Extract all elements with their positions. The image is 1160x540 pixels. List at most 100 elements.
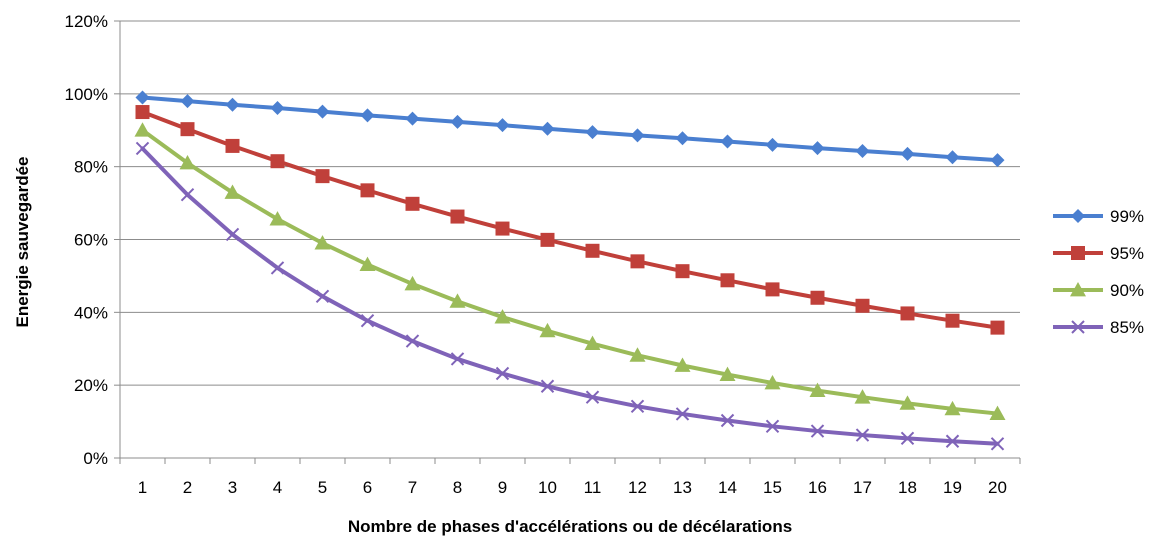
gridlines xyxy=(120,20,1020,386)
data-point xyxy=(944,400,961,416)
y-tick-label: 120% xyxy=(65,12,108,31)
data-point xyxy=(405,196,420,211)
data-point xyxy=(269,211,286,226)
data-point xyxy=(899,395,916,410)
data-point xyxy=(134,122,151,137)
legend-marker xyxy=(1070,282,1086,297)
data-point xyxy=(855,298,870,313)
data-point xyxy=(180,94,195,109)
data-point xyxy=(854,389,871,404)
x-tick-label: 14 xyxy=(718,478,737,497)
data-point xyxy=(945,313,960,328)
y-tick-label: 40% xyxy=(74,303,108,322)
y-tick-label: 60% xyxy=(74,231,108,250)
x-tick-label: 9 xyxy=(498,478,507,497)
data-point xyxy=(540,379,555,393)
x-tick-label: 1 xyxy=(138,478,147,497)
y-tick-label: 20% xyxy=(74,376,108,395)
data-point xyxy=(359,256,376,272)
data-point xyxy=(629,347,646,362)
data-point xyxy=(674,357,691,372)
legend-item: 90% xyxy=(1053,281,1144,300)
y-tick-labels: 0% 20% 40% 60% 80% 100% 120% xyxy=(65,12,108,468)
data-point xyxy=(405,334,420,348)
data-point xyxy=(225,97,240,112)
data-point xyxy=(675,264,690,279)
x-tick-label: 16 xyxy=(808,478,827,497)
legend-label: 90% xyxy=(1110,281,1144,300)
series-85-pct xyxy=(135,141,1005,451)
data-point xyxy=(585,390,600,404)
data-point xyxy=(180,188,195,202)
data-point xyxy=(270,261,285,275)
x-tick-label: 4 xyxy=(273,478,282,497)
data-point xyxy=(360,183,375,198)
legend-label: 99% xyxy=(1110,207,1144,226)
data-point xyxy=(720,413,735,428)
data-point xyxy=(495,118,510,133)
data-point xyxy=(135,105,150,120)
data-point xyxy=(180,122,195,137)
data-point xyxy=(810,290,825,305)
data-point xyxy=(989,405,1006,420)
x-tick-label: 10 xyxy=(538,478,557,497)
data-point xyxy=(855,428,870,442)
data-point xyxy=(855,144,870,159)
x-tick-label: 19 xyxy=(943,478,962,497)
data-point xyxy=(494,309,511,324)
x-tick-label: 7 xyxy=(408,478,417,497)
data-point xyxy=(945,150,960,165)
data-point xyxy=(900,431,915,446)
legend: 99% 95% 90% 85% xyxy=(1053,207,1144,337)
data-point xyxy=(630,399,645,413)
x-tick-label: 6 xyxy=(363,478,372,497)
data-point xyxy=(539,322,556,338)
data-point xyxy=(900,146,915,161)
data-point xyxy=(179,155,196,170)
data-point xyxy=(584,335,601,351)
data-point xyxy=(225,227,240,242)
data-point xyxy=(270,154,285,169)
data-point xyxy=(224,184,241,199)
data-point xyxy=(135,141,150,156)
data-point xyxy=(675,407,690,421)
series-95-pct xyxy=(135,105,1005,335)
x-tick-label: 5 xyxy=(318,478,327,497)
data-point xyxy=(809,382,826,398)
data-point xyxy=(900,306,915,321)
y-tick-label: 0% xyxy=(83,449,108,468)
axes xyxy=(114,20,1021,464)
data-point xyxy=(585,125,600,140)
x-tick-label: 11 xyxy=(584,478,602,497)
data-point xyxy=(360,314,375,328)
x-tick-label: 17 xyxy=(853,478,872,497)
x-tick-label: 2 xyxy=(183,478,192,497)
data-point xyxy=(405,111,420,126)
series-lines xyxy=(134,90,1006,451)
legend-item: 85% xyxy=(1053,318,1144,337)
data-point xyxy=(720,134,735,149)
data-point xyxy=(404,275,421,291)
x-tick-labels: 1 2 3 4 5 6 7 8 9 10 11 12 13 14 15 16 17 18 19 20 xyxy=(138,478,1007,497)
data-point xyxy=(765,282,780,297)
x-tick-label: 3 xyxy=(228,478,237,497)
legend-marker xyxy=(1071,320,1085,334)
data-point xyxy=(630,128,645,143)
data-point xyxy=(764,374,781,390)
data-point xyxy=(450,209,465,224)
data-point xyxy=(135,90,150,105)
data-point xyxy=(225,138,240,153)
data-point xyxy=(315,169,330,184)
data-point xyxy=(450,352,465,366)
series-90-pct xyxy=(134,122,1006,420)
legend-item: 99% xyxy=(1053,207,1144,226)
legend-label: 95% xyxy=(1110,244,1144,263)
data-point xyxy=(360,108,375,123)
data-point xyxy=(990,153,1005,168)
data-point xyxy=(765,419,780,434)
data-point xyxy=(810,424,825,438)
series-line xyxy=(140,95,1000,163)
data-point xyxy=(720,273,735,288)
data-point xyxy=(765,137,780,152)
